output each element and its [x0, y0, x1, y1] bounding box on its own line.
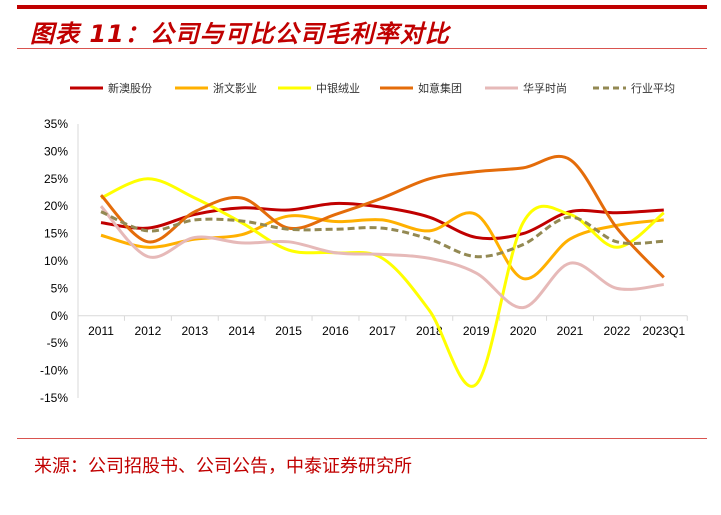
y-tick-label: 25% [44, 172, 68, 186]
y-tick-label: 15% [44, 227, 68, 241]
y-tick-label: -10% [40, 364, 68, 378]
series-line-2 [100, 177, 665, 388]
y-tick-label: 35% [44, 117, 68, 131]
x-tick-label: 2022 [604, 324, 631, 338]
series-line-3 [99, 154, 665, 279]
y-tick-label: 20% [44, 199, 68, 213]
legend-label: 如意集团 [418, 81, 462, 95]
y-tick-label: -15% [40, 391, 68, 405]
title-divider [17, 48, 707, 49]
legend-label: 中银绒业 [316, 81, 360, 95]
series-line-4 [99, 205, 664, 310]
y-tick-label: 30% [44, 144, 68, 158]
series-line-0 [100, 201, 664, 241]
x-tick-label: 2020 [510, 324, 537, 338]
x-tick-label: 2011 [88, 324, 114, 338]
y-tick-label: 5% [51, 281, 69, 295]
top-bar [17, 5, 707, 9]
y-tick-label: 0% [51, 309, 69, 323]
x-tick-label: 2016 [322, 324, 349, 338]
legend-label: 行业平均 [631, 82, 675, 95]
legend-label: 浙文影业 [213, 81, 257, 95]
x-tick-label: 2014 [228, 324, 255, 338]
x-tick-label: 2023Q1 [642, 324, 685, 338]
x-tick-label: 2013 [181, 324, 208, 338]
legend-label: 新澳股份 [108, 81, 152, 95]
x-tick-label: 2018 [416, 324, 443, 338]
x-tick-label: 2012 [135, 324, 162, 338]
figure-title: 图表 11：公司与可比公司毛利率对比 [30, 20, 450, 48]
x-tick-label: 2019 [463, 324, 490, 338]
y-tick-label: -5% [47, 336, 69, 350]
y-tick-label: 10% [44, 254, 68, 268]
source-note: 来源：公司招股书、公司公告，中泰证券研究所 [34, 456, 412, 477]
x-tick-label: 2015 [275, 324, 302, 338]
legend-label: 华孚时尚 [523, 81, 567, 95]
x-tick-label: 2017 [369, 324, 396, 338]
footer-divider [17, 438, 707, 439]
series-line-1 [100, 211, 664, 281]
x-tick-label: 2021 [557, 324, 584, 338]
series-line-5 [100, 210, 664, 259]
